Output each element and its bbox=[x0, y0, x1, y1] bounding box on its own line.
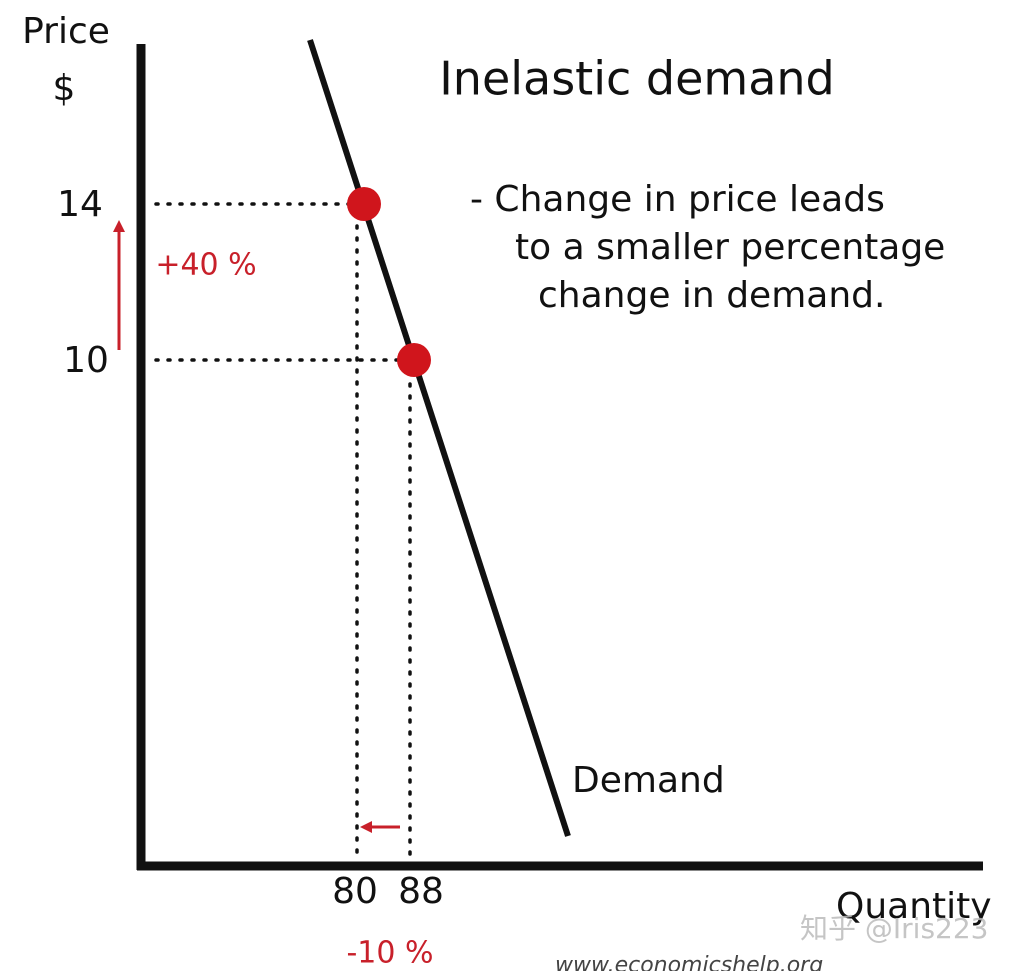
note-line: to a smaller percentage bbox=[515, 227, 945, 268]
curve-label: Demand bbox=[572, 760, 725, 801]
source: www.economicshelp.org bbox=[555, 953, 823, 971]
y-tick-label: 14 bbox=[57, 184, 103, 225]
note-line: - Change in price leads bbox=[470, 179, 885, 220]
y-axis-label: Price bbox=[22, 11, 110, 52]
demand-curve bbox=[307, 39, 571, 837]
x-tick-label: 80 bbox=[332, 871, 378, 912]
y-axis-unit: $ bbox=[53, 68, 76, 109]
x-tick-label: 88 bbox=[398, 871, 444, 912]
quantity-change: -10 % bbox=[346, 936, 433, 971]
point bbox=[397, 343, 431, 377]
watermark: 知乎 @Iris223 bbox=[800, 912, 988, 945]
x-axis-label: Quantity bbox=[836, 886, 992, 927]
note-line: change in demand. bbox=[538, 275, 885, 316]
y-tick-label: 10 bbox=[63, 340, 109, 381]
title: Inelastic demand bbox=[439, 52, 835, 106]
price-change: +40 % bbox=[155, 248, 256, 283]
point bbox=[347, 187, 381, 221]
